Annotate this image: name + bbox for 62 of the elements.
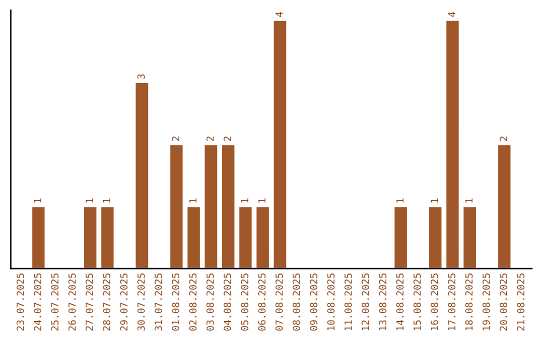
x-tick-label: 16.08.2025 [430,274,438,330]
x-tick-label: 17.08.2025 [448,274,456,330]
bar [203,144,219,269]
bar [238,206,254,269]
x-tick-label: 20.08.2025 [500,274,508,331]
x-tick-label: 14.08.2025 [396,274,404,330]
data-label: 1 [241,198,248,203]
data-label: 1 [103,198,110,203]
x-tick-label: 15.08.2025 [414,274,421,330]
bar [30,206,46,269]
bar [255,206,270,269]
x-tick-label: 27.07.2025 [86,274,94,331]
x-tick-label: 03.08.2025 [206,274,214,331]
data-label: 4 [276,12,283,17]
data-label: 1 [465,198,472,203]
x-tick-label: 11.08.2025 [344,274,352,330]
bar [100,206,116,269]
bar [272,19,288,269]
x-tick-label: 28.07.2025 [102,274,110,331]
x-tick-label: 25.07.2025 [51,274,59,331]
x-tick-label: 21.08.2025 [517,274,524,331]
x-tick-label: 26.07.2025 [68,274,76,331]
x-tick-label: 23.07.2025 [16,274,24,331]
data-label: 1 [396,198,404,203]
bar [168,144,184,269]
data-label: 1 [34,198,42,203]
x-tick-label: 04.08.2025 [224,274,232,331]
x-tick-label: 29.07.2025 [120,274,128,331]
data-label: 1 [86,198,93,203]
x-tick-label: 07.08.2025 [275,274,283,331]
bar [444,19,460,269]
bar [393,206,408,269]
data-label: 4 [448,12,456,17]
bar [496,144,512,269]
x-tick-label: 19.08.2025 [482,274,490,330]
x-tick-label: 30.07.2025 [137,274,145,331]
x-tick-label: 02.08.2025 [189,274,197,331]
x-tick-label: 24.07.2025 [34,274,42,331]
x-tick-label: 01.08.2025 [172,274,180,331]
x-tick-label: 09.08.2025 [310,274,318,331]
x-tick-label: 12.08.2025 [362,274,370,330]
data-label: 3 [137,74,145,79]
bar [220,144,236,269]
bar [82,206,98,269]
data-label: 2 [172,136,180,141]
x-tick-label: 13.08.2025 [379,274,386,330]
x-tick-label: 18.08.2025 [465,274,473,330]
bar [462,206,478,269]
bar [186,206,202,269]
data-label: 2 [500,136,507,141]
x-tick-label: 05.08.2025 [240,274,248,331]
data-label: 1 [430,198,438,203]
x-tick-label: 06.08.2025 [258,274,266,331]
data-label: 1 [189,198,196,203]
x-tick-label: 10.08.2025 [327,274,335,330]
x-tick-label: 31.07.2025 [154,274,162,331]
x-tick-label: 08.08.2025 [292,274,300,331]
bar [134,82,150,269]
data-label: 2 [224,136,231,141]
bar [428,206,443,269]
data-label: 1 [258,198,266,203]
data-label: 2 [206,136,214,141]
